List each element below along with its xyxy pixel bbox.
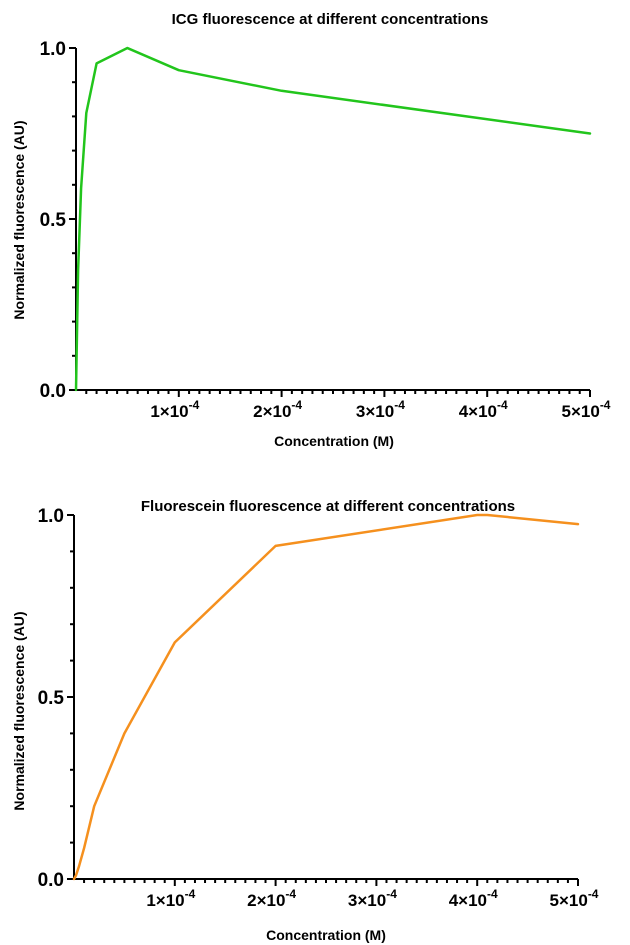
y-axis-label: Normalized fluorescence (AU): [11, 120, 27, 319]
x-tick-label: 2×10-4: [253, 398, 302, 421]
plot-area: 0.0 0.5 1.0 1×10-4 2×10-4 3×10-4 4×10-4 5×10-4: [38, 506, 599, 910]
chart-title: ICG fluorescence at different concentrat…: [172, 11, 489, 28]
y-axis-label: Normalized fluorescence (AU): [11, 611, 27, 810]
x-tick-label: 5×10-4: [550, 887, 599, 910]
y-tick-label: 1.0: [38, 506, 64, 527]
x-axis-label: Concentration (M): [266, 927, 386, 943]
x-tick-label: 1×10-4: [150, 398, 199, 421]
x-tick-label: 3×10-4: [348, 887, 397, 910]
plot-area: 0.0 0.5 1.0 1×10-4 2×10-4 3×10-4 4×10-4 5×10-4: [40, 39, 611, 421]
y-tick-label: 1.0: [40, 39, 66, 60]
x-tick-label: 4×10-4: [449, 887, 498, 910]
series-line: [72, 513, 580, 881]
chart-title: Fluorescein fluorescence at different co…: [141, 498, 515, 515]
x-tick-label: 5×10-4: [562, 398, 611, 421]
y-tick-label: 0.5: [38, 688, 65, 709]
x-tick-label: 1×10-4: [146, 887, 195, 910]
y-tick-label: 0.0: [40, 381, 66, 402]
x-tick-label: 3×10-4: [356, 398, 405, 421]
y-tick-label: 0.0: [38, 870, 64, 891]
fluorescein-chart: Fluorescein fluorescence at different co…: [11, 498, 599, 943]
icg-chart: ICG fluorescence at different concentrat…: [11, 11, 611, 449]
x-tick-label: 4×10-4: [459, 398, 508, 421]
series-line: [74, 46, 592, 392]
y-tick-label: 0.5: [40, 210, 67, 231]
x-tick-label: 2×10-4: [247, 887, 296, 910]
x-axis-label: Concentration (M): [274, 433, 394, 449]
